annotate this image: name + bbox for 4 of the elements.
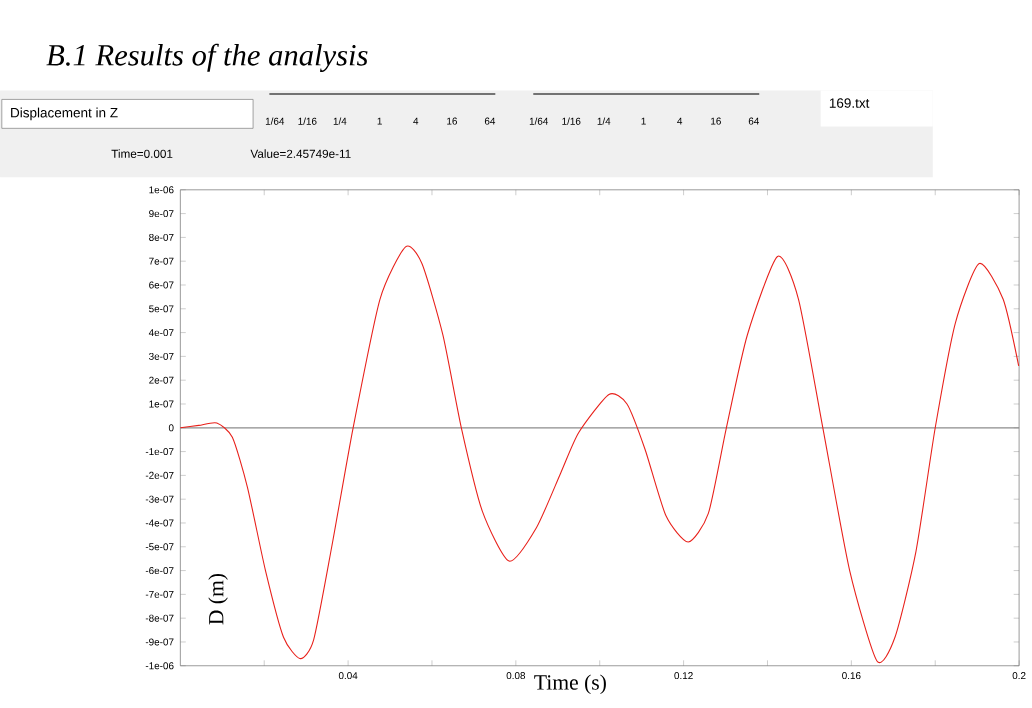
line-series [179,246,1020,662]
chart-title: B.1 Results of the analysis [46,43,368,72]
x-axis-title: Time (s) [534,674,606,694]
y-axis-title: D (m) [208,573,228,625]
